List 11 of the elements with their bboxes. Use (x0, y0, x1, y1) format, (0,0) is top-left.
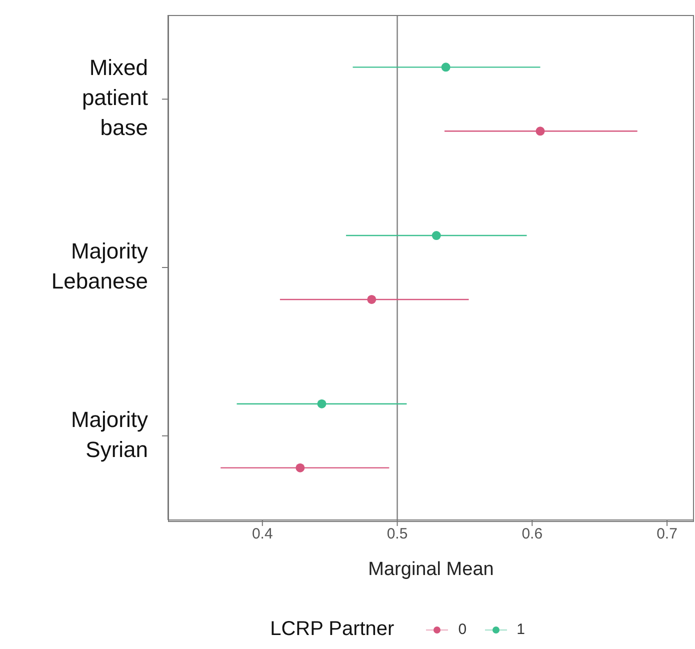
x-tick-label: 0.4 (252, 526, 273, 543)
x-tick-label: 0.5 (386, 526, 408, 543)
legend-title: LCRP Partner (270, 618, 394, 641)
y-tick-label: Majority Syrian (70, 406, 148, 462)
x-tick-label: 0.7 (656, 526, 678, 543)
y-tick-label: Mixed patient base (82, 54, 148, 140)
legend-label: 0 (458, 621, 467, 638)
legend-label: 1 (516, 621, 525, 638)
y-tick-label: Majority Lebanese (51, 238, 148, 294)
x-axis-title: Marginal Mean (368, 559, 494, 580)
x-tick-label: 0.6 (522, 526, 543, 543)
